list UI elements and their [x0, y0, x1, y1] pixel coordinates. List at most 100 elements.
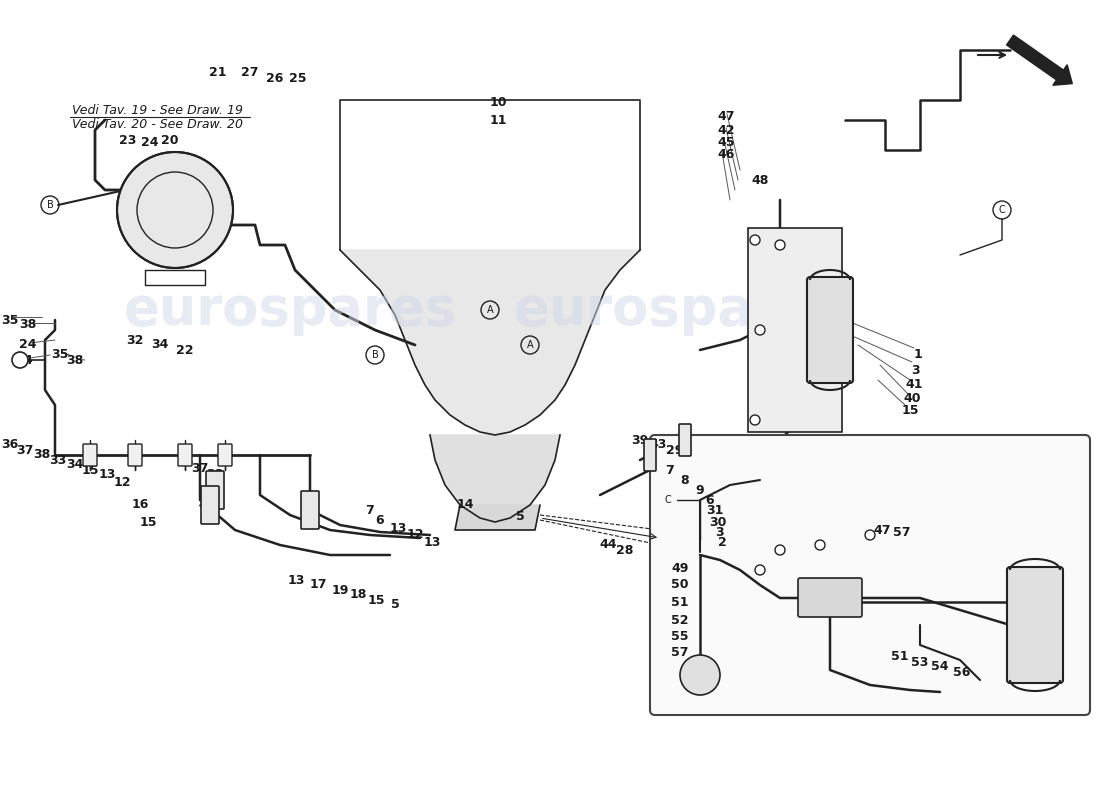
Text: Vedi Tav. 19 - See Draw. 19: Vedi Tav. 19 - See Draw. 19	[72, 103, 243, 117]
Text: 12: 12	[113, 475, 131, 489]
Text: 39: 39	[631, 434, 649, 446]
Text: 52: 52	[671, 614, 689, 626]
FancyBboxPatch shape	[301, 491, 319, 529]
Text: 57: 57	[893, 526, 911, 538]
FancyBboxPatch shape	[128, 444, 142, 466]
Text: 6: 6	[376, 514, 384, 526]
Text: 29: 29	[667, 443, 684, 457]
Text: 55: 55	[671, 630, 689, 643]
FancyBboxPatch shape	[679, 424, 691, 456]
Text: 49: 49	[671, 562, 689, 574]
Circle shape	[776, 240, 785, 250]
Text: 38: 38	[207, 467, 223, 481]
Text: 53: 53	[911, 655, 928, 669]
Text: 54: 54	[932, 661, 948, 674]
Text: 37: 37	[191, 462, 209, 474]
Text: 43: 43	[649, 438, 667, 451]
Circle shape	[755, 325, 764, 335]
Text: 1: 1	[914, 349, 923, 362]
Text: A: A	[527, 340, 534, 350]
Text: 3: 3	[716, 526, 724, 538]
Text: 36: 36	[1, 438, 19, 451]
Text: 16: 16	[131, 498, 149, 511]
Text: 7: 7	[666, 463, 674, 477]
Text: 9: 9	[695, 483, 704, 497]
Text: 26: 26	[266, 71, 284, 85]
Text: 37: 37	[16, 443, 34, 457]
Text: 57: 57	[671, 646, 689, 658]
Text: 10: 10	[490, 95, 507, 109]
Text: 46: 46	[717, 147, 735, 161]
Text: 12: 12	[406, 529, 424, 542]
Circle shape	[12, 352, 28, 368]
Text: 50: 50	[671, 578, 689, 591]
Text: 27: 27	[241, 66, 258, 78]
Circle shape	[117, 152, 233, 268]
Text: 41: 41	[905, 378, 923, 390]
Text: 35: 35	[52, 349, 68, 362]
Circle shape	[776, 545, 785, 555]
Text: Vedi Tav. 20 - See Draw. 20: Vedi Tav. 20 - See Draw. 20	[72, 118, 243, 131]
Text: 11: 11	[490, 114, 507, 126]
Text: 51: 51	[671, 595, 689, 609]
Text: 22: 22	[176, 343, 194, 357]
Text: 42: 42	[717, 123, 735, 137]
Text: 18: 18	[350, 589, 366, 602]
FancyBboxPatch shape	[644, 439, 656, 471]
Polygon shape	[340, 250, 640, 435]
Text: 13: 13	[424, 535, 441, 549]
Text: 5: 5	[390, 598, 399, 611]
Text: 20: 20	[162, 134, 178, 146]
FancyBboxPatch shape	[218, 444, 232, 466]
Circle shape	[815, 540, 825, 550]
Circle shape	[680, 655, 720, 695]
Text: 35: 35	[1, 314, 19, 326]
Text: 40: 40	[903, 391, 921, 405]
Text: C: C	[664, 495, 671, 505]
Text: eurospares: eurospares	[514, 284, 847, 336]
Text: A: A	[486, 305, 493, 315]
Text: 28: 28	[616, 543, 634, 557]
Text: 33: 33	[50, 454, 67, 466]
Text: 24: 24	[20, 338, 36, 351]
Text: 19: 19	[331, 583, 349, 597]
Circle shape	[750, 235, 760, 245]
Text: 25: 25	[289, 71, 307, 85]
Text: 3: 3	[912, 363, 921, 377]
Text: 48: 48	[751, 174, 769, 186]
FancyBboxPatch shape	[807, 277, 852, 383]
Text: 31: 31	[706, 503, 724, 517]
Text: 8: 8	[681, 474, 690, 486]
Text: 17: 17	[309, 578, 327, 591]
Text: 14: 14	[456, 498, 474, 511]
FancyArrow shape	[1006, 35, 1072, 86]
Circle shape	[750, 415, 760, 425]
Text: 15: 15	[140, 515, 156, 529]
Text: 30: 30	[710, 515, 727, 529]
FancyBboxPatch shape	[201, 486, 219, 524]
Text: 32: 32	[126, 334, 144, 346]
Text: B: B	[46, 200, 54, 210]
FancyBboxPatch shape	[82, 444, 97, 466]
Text: 51: 51	[891, 650, 909, 663]
Text: 34: 34	[152, 338, 168, 351]
FancyBboxPatch shape	[1006, 567, 1063, 683]
Text: 21: 21	[209, 66, 227, 78]
Text: 34: 34	[66, 458, 84, 471]
Text: 38: 38	[20, 318, 36, 331]
Text: 44: 44	[600, 538, 617, 551]
Text: 6: 6	[706, 494, 714, 506]
Text: 24: 24	[141, 135, 158, 149]
Text: 38: 38	[33, 449, 51, 462]
FancyBboxPatch shape	[798, 578, 862, 617]
FancyBboxPatch shape	[650, 435, 1090, 715]
Text: 15: 15	[901, 403, 918, 417]
FancyBboxPatch shape	[206, 471, 224, 509]
Text: 13: 13	[389, 522, 407, 534]
Text: 15: 15	[81, 463, 99, 477]
Text: 5: 5	[516, 510, 525, 523]
Text: 13: 13	[287, 574, 305, 586]
Circle shape	[865, 530, 874, 540]
Text: 23: 23	[119, 134, 136, 146]
FancyBboxPatch shape	[748, 228, 842, 432]
